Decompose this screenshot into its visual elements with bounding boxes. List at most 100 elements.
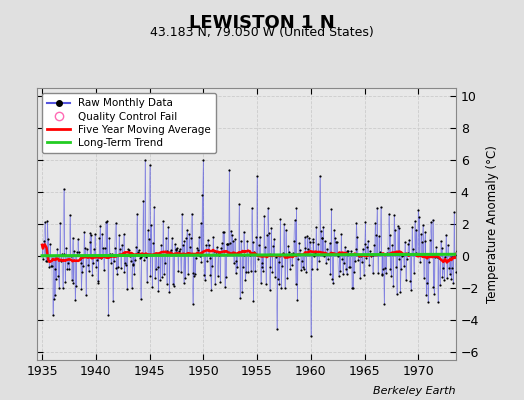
Point [332, 239, 340, 245]
Point [414, 207, 422, 213]
Point [194, 247, 202, 253]
Point [75, 255, 84, 262]
Point [453, 248, 461, 254]
Point [248, 239, 257, 245]
Point [365, 262, 373, 268]
Point [84, 268, 93, 274]
Point [430, 291, 439, 297]
Point [64, 259, 72, 266]
Point [160, 270, 168, 277]
Point [91, 231, 99, 237]
Point [396, 288, 405, 295]
Point [443, 275, 451, 281]
Point [73, 248, 81, 255]
Point [136, 254, 144, 261]
Point [150, 204, 158, 210]
Point [241, 277, 249, 283]
Point [387, 273, 396, 279]
Point [217, 245, 225, 251]
Point [451, 252, 459, 258]
Point [327, 206, 335, 212]
Point [337, 231, 345, 237]
Point [288, 262, 296, 268]
Point [182, 235, 190, 242]
Point [258, 264, 267, 270]
Point [193, 245, 201, 252]
Point [339, 271, 347, 278]
Point [97, 254, 105, 261]
Point [208, 263, 216, 269]
Point [407, 287, 416, 294]
Point [68, 234, 77, 241]
Point [102, 254, 111, 260]
Point [189, 270, 198, 276]
Point [389, 282, 397, 289]
Point [62, 244, 70, 251]
Point [103, 218, 112, 224]
Point [428, 251, 436, 258]
Point [168, 235, 176, 242]
Point [48, 263, 56, 270]
Point [324, 251, 333, 257]
Point [40, 238, 48, 245]
Point [44, 236, 52, 242]
Point [94, 280, 103, 286]
Point [185, 231, 193, 238]
Point [205, 254, 214, 261]
Point [291, 280, 300, 287]
Point [435, 282, 444, 288]
Point [434, 299, 442, 306]
Point [237, 238, 245, 244]
Point [358, 259, 366, 266]
Point [112, 264, 121, 271]
Point [87, 232, 95, 238]
Point [224, 241, 233, 248]
Point [433, 254, 441, 260]
Point [374, 270, 382, 276]
Point [281, 227, 290, 233]
Point [209, 234, 217, 240]
Point [263, 232, 271, 239]
Point [296, 246, 304, 253]
Point [137, 253, 146, 260]
Point [129, 260, 138, 267]
Point [456, 236, 465, 242]
Point [376, 249, 384, 255]
Point [439, 264, 447, 271]
Point [391, 263, 400, 270]
Point [338, 256, 346, 262]
Point [170, 241, 179, 248]
Point [341, 244, 349, 250]
Point [152, 250, 161, 257]
Point [314, 257, 323, 264]
Point [421, 229, 430, 236]
Point [231, 236, 239, 242]
Point [147, 221, 156, 228]
Point [116, 246, 124, 252]
Point [175, 248, 183, 254]
Point [204, 242, 213, 248]
Point [237, 289, 246, 295]
Point [377, 271, 386, 277]
Point [151, 266, 160, 272]
Point [165, 289, 173, 295]
Point [142, 254, 150, 260]
Point [163, 248, 172, 254]
Point [431, 254, 440, 260]
Point [128, 262, 137, 269]
Point [157, 242, 166, 248]
Point [385, 211, 393, 217]
Point [299, 264, 307, 270]
Point [310, 253, 319, 260]
Point [388, 242, 397, 248]
Point [343, 247, 352, 254]
Point [371, 220, 379, 227]
Point [386, 232, 394, 238]
Point [403, 250, 412, 256]
Point [348, 285, 356, 292]
Point [74, 249, 83, 255]
Point [164, 224, 172, 230]
Point [406, 278, 414, 284]
Point [266, 264, 275, 270]
Point [251, 268, 259, 274]
